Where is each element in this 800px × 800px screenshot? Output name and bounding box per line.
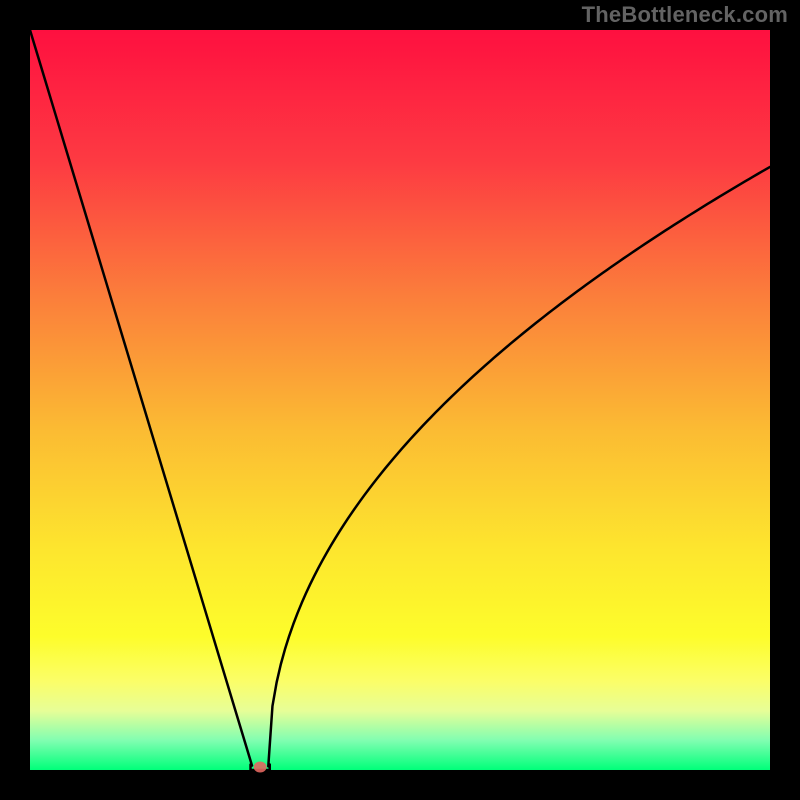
chart-svg	[0, 0, 800, 800]
chart-stage: TheBottleneck.com	[0, 0, 800, 800]
watermark-text: TheBottleneck.com	[582, 2, 788, 28]
apex-marker	[254, 762, 267, 773]
